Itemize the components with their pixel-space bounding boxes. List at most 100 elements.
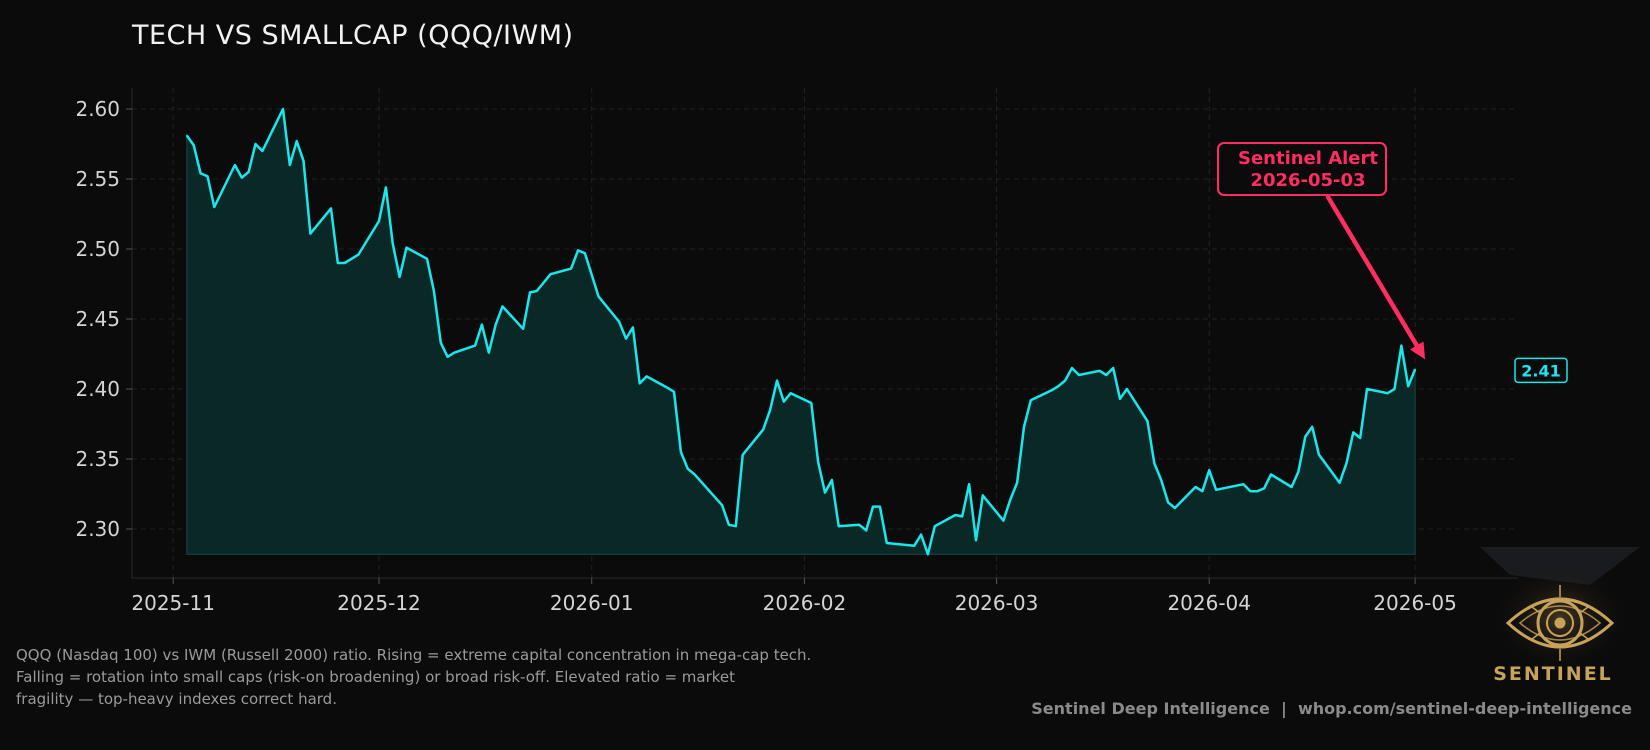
data-point xyxy=(1242,483,1245,486)
data-point xyxy=(858,524,861,526)
data-point xyxy=(769,409,771,411)
eye-icon xyxy=(1505,585,1615,661)
data-point xyxy=(982,494,984,497)
data-point xyxy=(783,400,785,403)
data-point xyxy=(1030,399,1032,402)
data-point xyxy=(865,529,867,532)
data-point xyxy=(549,273,552,276)
data-point xyxy=(536,290,538,292)
data-point xyxy=(1345,462,1348,465)
chart-caption: QQQ (Nasdaq 100) vs IWM (Russell 2000) r… xyxy=(16,644,896,710)
data-point xyxy=(1119,398,1121,400)
data-point xyxy=(193,144,195,147)
data-point xyxy=(481,323,483,326)
data-point xyxy=(1290,486,1293,488)
data-point xyxy=(817,461,819,463)
data-point xyxy=(735,525,737,527)
data-point xyxy=(1359,437,1361,439)
data-point xyxy=(1256,490,1259,493)
annotation-box xyxy=(1217,142,1387,196)
data-point xyxy=(433,290,435,292)
data-point xyxy=(254,143,257,145)
data-point xyxy=(1160,479,1162,481)
y-tick-label: 2.45 xyxy=(75,307,120,331)
footer-credit: Sentinel Deep Intelligence | whop.com/se… xyxy=(1031,699,1632,718)
data-point xyxy=(872,505,874,508)
area-layer xyxy=(185,106,1417,557)
y-tick-label: 2.30 xyxy=(75,517,120,541)
data-point xyxy=(824,491,826,494)
data-point xyxy=(1366,388,1368,390)
data-point xyxy=(920,533,922,536)
last-value-label: 2.41 xyxy=(1521,361,1560,380)
data-point xyxy=(1146,420,1149,423)
y-tick-label: 2.40 xyxy=(75,377,120,401)
axis-layer: 2.30 2.35 2.40 2.45 2.50 2.55 2.60 2025-11 2025-… xyxy=(75,88,1518,615)
data-point xyxy=(453,351,456,354)
data-point xyxy=(282,108,284,110)
data-point xyxy=(247,171,250,173)
data-point xyxy=(837,525,840,527)
data-point xyxy=(501,305,504,308)
data-point xyxy=(625,337,627,340)
annotation-title: Sentinel Alert xyxy=(1238,148,1378,169)
data-point xyxy=(584,252,586,254)
data-point xyxy=(693,473,696,476)
data-point xyxy=(1338,482,1341,484)
data-point xyxy=(680,451,682,453)
data-point xyxy=(1352,431,1355,434)
data-point xyxy=(879,505,881,508)
data-point xyxy=(213,206,216,208)
logo-wordmark: SENTINEL xyxy=(1493,663,1613,685)
data-point xyxy=(1112,367,1114,369)
data-point xyxy=(638,382,641,385)
x-tick-label: 2026-05 xyxy=(1373,591,1457,615)
data-point xyxy=(440,342,442,344)
data-point xyxy=(385,186,387,189)
data-point xyxy=(1311,426,1313,428)
data-point xyxy=(934,525,936,527)
data-point xyxy=(330,207,332,210)
data-point xyxy=(522,328,524,330)
data-point xyxy=(241,176,243,179)
data-point xyxy=(186,134,188,137)
x-tick-label: 2026-01 xyxy=(550,591,634,615)
y-tick-label: 2.50 xyxy=(75,237,120,261)
annotation-arrow-shaft xyxy=(1325,194,1422,353)
data-point xyxy=(721,504,723,507)
caption-line: fragility — top-heavy indexes correct ha… xyxy=(16,690,337,708)
data-point xyxy=(234,164,236,166)
chart-title: TECH VS SMALLCAP (QQQ/IWM) xyxy=(132,20,574,51)
sentinel-logo xyxy=(1480,547,1640,678)
data-point xyxy=(1009,498,1012,501)
data-point xyxy=(913,545,915,547)
data-point xyxy=(405,246,408,249)
data-point xyxy=(968,483,970,486)
data-point xyxy=(1105,374,1108,376)
data-point xyxy=(1078,374,1080,376)
x-tick-label: 2026-04 xyxy=(1167,591,1251,615)
data-point xyxy=(831,479,833,481)
data-point xyxy=(1057,385,1060,388)
data-point xyxy=(597,295,600,298)
data-point xyxy=(378,220,380,222)
data-point xyxy=(886,542,888,544)
data-point xyxy=(337,262,339,264)
annotation-date: 2026-05-03 xyxy=(1250,170,1365,191)
data-point xyxy=(1414,368,1416,371)
data-point xyxy=(309,232,312,235)
data-point xyxy=(302,160,305,162)
data-point xyxy=(954,514,957,516)
series-line xyxy=(185,107,1417,556)
last-value-badge xyxy=(1514,357,1568,384)
data-point xyxy=(529,291,531,294)
data-point xyxy=(1064,379,1066,382)
data-point xyxy=(261,150,264,152)
data-point xyxy=(1263,487,1265,490)
data-point xyxy=(1208,469,1210,472)
data-point xyxy=(1126,388,1128,390)
data-point xyxy=(975,539,977,541)
data-point xyxy=(1393,388,1396,390)
caption-line: Falling = rotation into small caps (risk… xyxy=(16,668,736,686)
